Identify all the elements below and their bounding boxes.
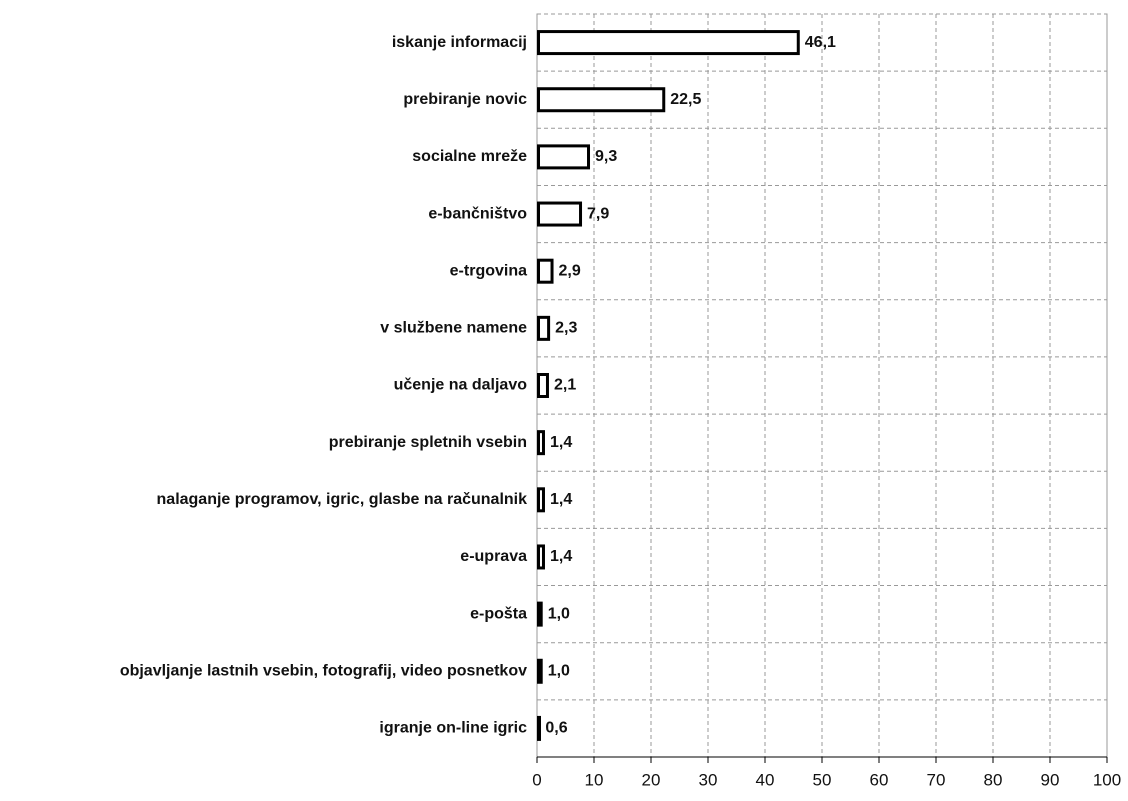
category-label: nalaganje programov, igric, glasbe na ra…	[157, 491, 528, 508]
data-label: 1,0	[548, 605, 570, 622]
category-label: igranje on-line igric	[379, 720, 527, 737]
category-label: e-uprava	[460, 548, 527, 565]
bar	[537, 373, 549, 398]
category-label: učenje na daljavo	[394, 377, 528, 394]
x-tick-label: 80	[984, 770, 1003, 789]
bar	[537, 144, 591, 170]
x-tick-label: 90	[1041, 770, 1060, 789]
category-label: e-trgovina	[450, 262, 527, 279]
x-tick-label: 70	[927, 770, 946, 789]
x-tick-label: 60	[870, 770, 889, 789]
bar	[537, 601, 543, 627]
x-tick-label: 100	[1093, 770, 1121, 789]
data-label: 0,6	[545, 720, 567, 737]
category-label: e-pošta	[470, 605, 527, 622]
bar	[537, 715, 541, 741]
data-label: 2,1	[554, 377, 576, 394]
bar	[537, 201, 583, 227]
data-label: 2,3	[555, 320, 577, 337]
category-label: objavljanje lastnih vsebin, fotografij, …	[120, 662, 527, 679]
x-tick-label: 0	[532, 770, 541, 789]
bar	[537, 658, 543, 684]
data-label: 1,0	[548, 662, 570, 679]
category-label: socialne mreže	[412, 148, 527, 165]
category-label: prebiranje spletnih vsebin	[329, 434, 527, 451]
data-label: 7,9	[587, 205, 609, 222]
category-label: prebiranje novic	[403, 91, 527, 108]
data-label: 2,9	[559, 262, 581, 279]
x-tick-label: 10	[585, 770, 604, 789]
x-tick-label: 30	[699, 770, 718, 789]
bar	[537, 487, 545, 513]
x-tick-label: 50	[813, 770, 832, 789]
bar	[537, 315, 551, 341]
bar	[537, 87, 666, 113]
data-label: 9,3	[595, 148, 617, 165]
bar	[537, 430, 545, 456]
x-tick-label: 40	[756, 770, 775, 789]
bar	[537, 544, 545, 570]
data-label: 1,4	[550, 548, 572, 565]
data-label: 22,5	[670, 91, 701, 108]
data-label: 46,1	[805, 34, 836, 51]
bar	[537, 258, 554, 284]
bar	[537, 30, 800, 56]
category-label: iskanje informacij	[392, 34, 527, 51]
category-label: e-bančništvo	[428, 205, 527, 222]
data-label: 1,4	[550, 491, 572, 508]
data-label: 1,4	[550, 434, 572, 451]
x-tick-label: 20	[642, 770, 661, 789]
category-label: v službene namene	[380, 320, 527, 337]
